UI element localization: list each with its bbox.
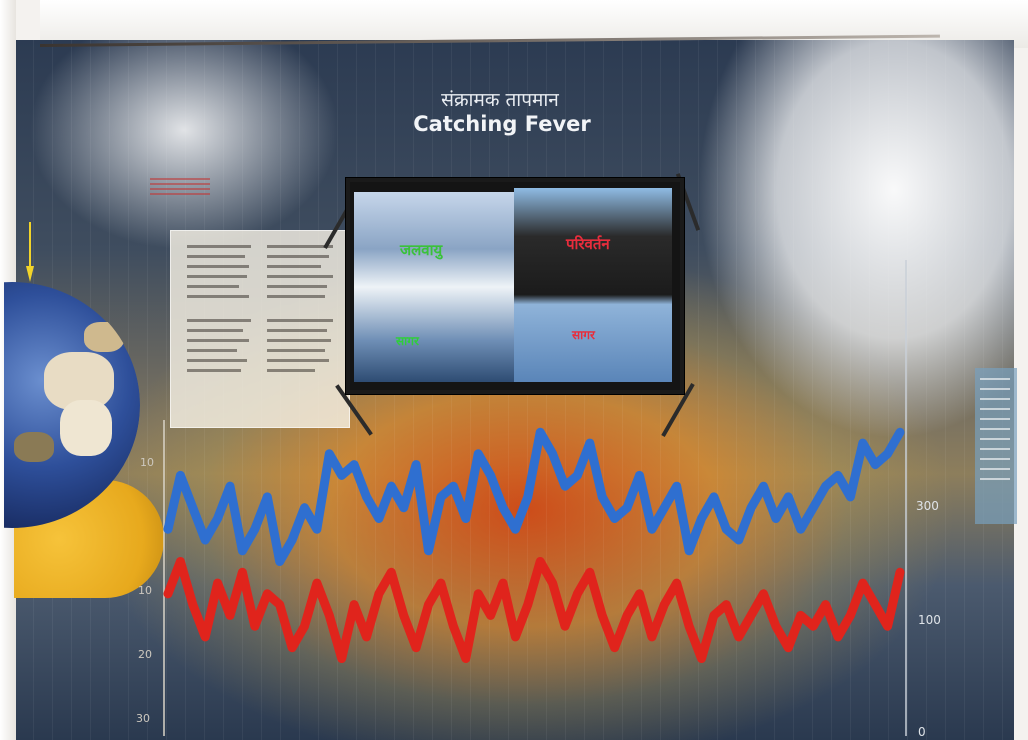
screen-caption-left: जलवायु [400,241,443,259]
left-axis-tick-label: 30 [136,712,150,725]
exhibit-title-hindi: संक्रामक तापमान [441,89,559,111]
screen-subcaption-left: सागर [396,334,419,348]
blue-series-line [163,427,905,566]
right-axis-tick-label: 100 [918,613,941,627]
left-axis-tick-label: 20 [138,648,152,661]
red-series-line [163,557,905,663]
video-monitor: जलवायु सागर परिवर्तन सागर [346,178,684,394]
right-info-card [975,368,1017,524]
left-axis-tick-label: 10 [140,456,154,469]
small-red-note [150,178,210,196]
arrow-down-icon [26,222,34,282]
screen-subcaption-right: सागर [572,328,595,342]
series-layer [163,427,905,663]
globe-sphere [4,282,140,528]
exhibit-title-english: Catching Fever [413,112,591,136]
right-axis-tick-label: 300 [916,499,939,513]
left-axis-tick-label: 10 [138,584,152,597]
earth-globe [4,282,140,528]
screen-right-image: परिवर्तन सागर [514,188,672,382]
screen-caption-right: परिवर्तन [566,235,610,253]
right-axis-tick-label: 0 [918,725,926,739]
info-panel [170,230,350,428]
screen-left-image: जलवायु सागर [354,192,514,382]
